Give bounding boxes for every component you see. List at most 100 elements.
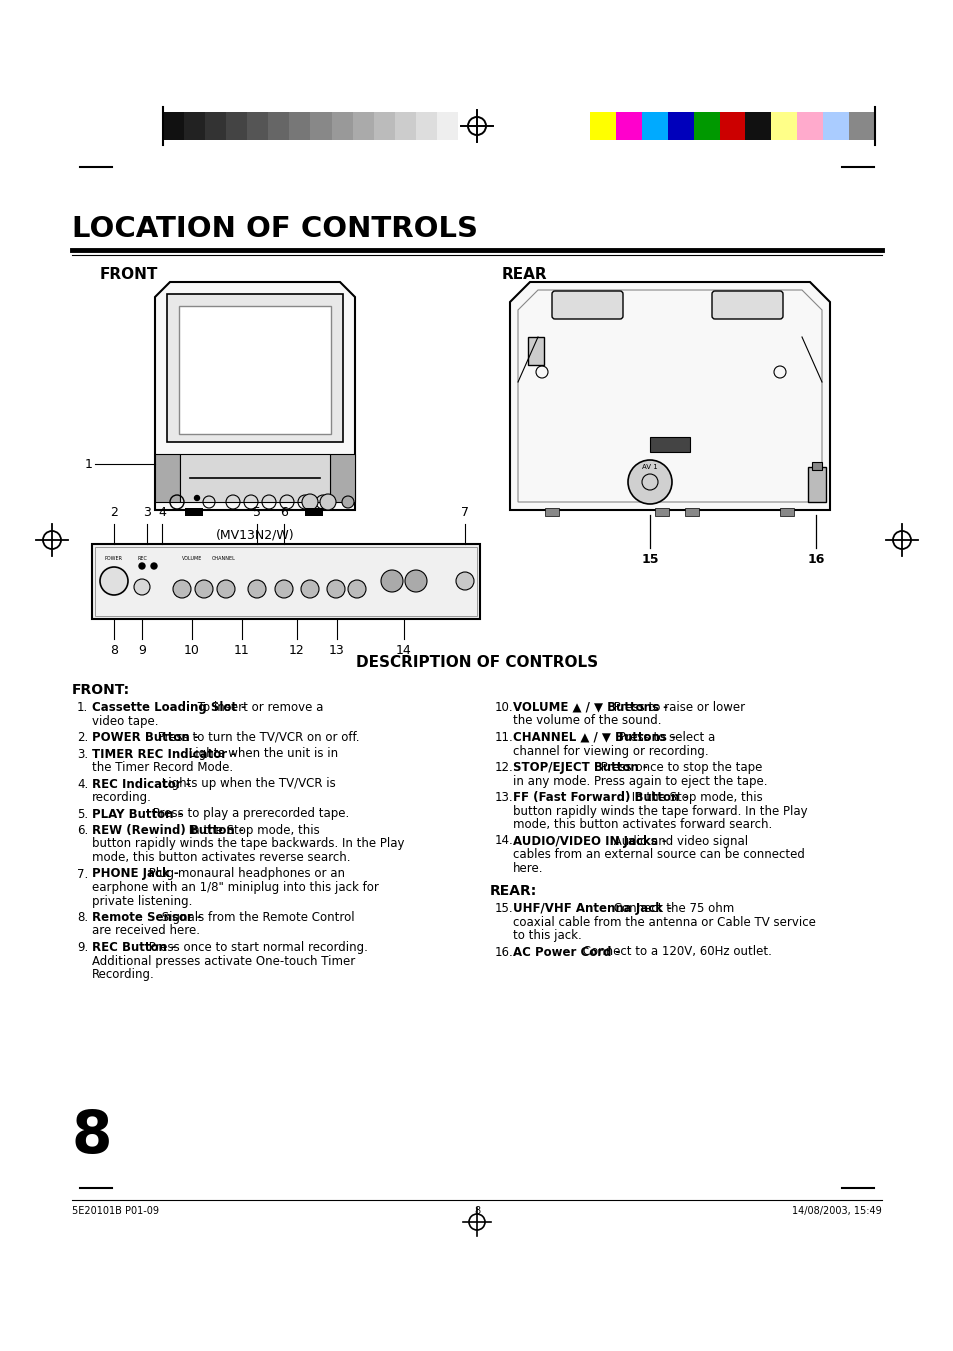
Text: DESCRIPTION OF CONTROLS: DESCRIPTION OF CONTROLS — [355, 655, 598, 670]
Text: 10: 10 — [184, 644, 200, 657]
Text: Press once to stop the tape: Press once to stop the tape — [597, 761, 761, 774]
Bar — [167, 295, 343, 442]
Text: 14.: 14. — [495, 835, 514, 847]
Text: Press to select a: Press to select a — [614, 731, 714, 744]
Text: button rapidly winds the tape backwards. In the Play: button rapidly winds the tape backwards.… — [91, 838, 404, 851]
Text: mode, this button activates forward search.: mode, this button activates forward sear… — [513, 817, 771, 831]
Text: coaxial cable from the antenna or Cable TV service: coaxial cable from the antenna or Cable … — [513, 916, 815, 928]
Circle shape — [133, 580, 150, 594]
Bar — [649, 436, 689, 453]
Text: the Timer Record Mode.: the Timer Record Mode. — [91, 761, 233, 774]
Bar — [719, 112, 744, 141]
Text: POWER: POWER — [105, 555, 123, 561]
Bar — [797, 112, 822, 141]
Text: CHANNEL ▲ / ▼ Buttons -: CHANNEL ▲ / ▼ Buttons - — [513, 731, 675, 744]
Circle shape — [302, 494, 317, 509]
Text: 4.: 4. — [77, 777, 89, 790]
Text: 9.: 9. — [77, 942, 89, 954]
Circle shape — [456, 571, 474, 590]
Circle shape — [301, 580, 318, 598]
Text: Lights when the unit is in: Lights when the unit is in — [185, 747, 337, 761]
Text: 1: 1 — [85, 458, 92, 470]
Text: Connect the 75 ohm: Connect the 75 ohm — [610, 902, 734, 915]
Circle shape — [100, 567, 128, 594]
Text: 11.: 11. — [495, 731, 514, 744]
Text: 14: 14 — [395, 644, 412, 657]
Text: video tape.: video tape. — [91, 715, 158, 727]
Text: In the Stop mode, this: In the Stop mode, this — [627, 790, 761, 804]
Text: Remote Sensor -: Remote Sensor - — [91, 911, 201, 924]
Bar — [332, 112, 353, 141]
Text: cables from an external source can be connected: cables from an external source can be co… — [513, 848, 804, 861]
Text: recording.: recording. — [91, 790, 152, 804]
Text: 16: 16 — [806, 553, 823, 566]
Bar — [655, 508, 668, 516]
Bar — [268, 112, 289, 141]
Text: 14/08/2003, 15:49: 14/08/2003, 15:49 — [791, 1206, 882, 1216]
Bar — [185, 508, 203, 516]
Text: Audio and video signal: Audio and video signal — [610, 835, 747, 847]
Bar — [811, 462, 821, 470]
Text: Press once to start normal recording.: Press once to start normal recording. — [145, 942, 368, 954]
Circle shape — [139, 563, 145, 569]
Text: Press to turn the TV/VCR on or off.: Press to turn the TV/VCR on or off. — [153, 731, 359, 744]
Text: AC Power Cord -: AC Power Cord - — [513, 946, 619, 958]
Text: Cassette Loading Slot -: Cassette Loading Slot - — [91, 701, 246, 713]
Text: VOLUME ▲ / ▼ Buttons -: VOLUME ▲ / ▼ Buttons - — [513, 701, 667, 713]
Bar — [179, 305, 331, 434]
Text: 16.: 16. — [495, 946, 514, 958]
Text: 2: 2 — [110, 507, 118, 519]
Text: (MV13N2/W): (MV13N2/W) — [215, 528, 294, 540]
PathPatch shape — [154, 282, 355, 509]
Text: PLAY Button -: PLAY Button - — [91, 808, 182, 820]
Bar — [395, 112, 416, 141]
Text: AV 1: AV 1 — [641, 463, 658, 470]
Text: 8: 8 — [110, 644, 118, 657]
Text: 7.: 7. — [77, 867, 89, 881]
Text: 8: 8 — [71, 1108, 112, 1165]
Circle shape — [194, 496, 199, 500]
Circle shape — [194, 580, 213, 598]
Text: POWER Button -: POWER Button - — [91, 731, 198, 744]
Text: the volume of the sound.: the volume of the sound. — [513, 715, 660, 727]
Bar — [616, 112, 641, 141]
Text: 8.: 8. — [77, 911, 88, 924]
Circle shape — [341, 496, 354, 508]
Text: 1.: 1. — [77, 701, 89, 713]
Text: CHANNEL: CHANNEL — [212, 555, 235, 561]
Text: 5.: 5. — [77, 808, 88, 820]
Text: VOLUME: VOLUME — [182, 555, 202, 561]
Text: 10.: 10. — [495, 701, 513, 713]
Circle shape — [405, 570, 427, 592]
Text: channel for viewing or recording.: channel for viewing or recording. — [513, 744, 708, 758]
Text: Signals from the Remote Control: Signals from the Remote Control — [158, 911, 355, 924]
Text: in any mode. Press again to eject the tape.: in any mode. Press again to eject the ta… — [513, 774, 767, 788]
Text: REAR:: REAR: — [490, 884, 537, 898]
Circle shape — [151, 563, 157, 569]
Text: UHF/VHF Antenna Jack -: UHF/VHF Antenna Jack - — [513, 902, 671, 915]
Circle shape — [327, 580, 345, 598]
Text: 6.: 6. — [77, 824, 89, 838]
Text: AUDIO/VIDEO IN Jacks -: AUDIO/VIDEO IN Jacks - — [513, 835, 666, 847]
Text: STOP/EJECT Button -: STOP/EJECT Button - — [513, 761, 647, 774]
Text: REC: REC — [137, 555, 147, 561]
Text: FRONT: FRONT — [100, 267, 158, 282]
Bar — [641, 112, 667, 141]
PathPatch shape — [510, 282, 829, 509]
Text: here.: here. — [513, 862, 543, 874]
Bar — [544, 508, 558, 516]
Text: 13: 13 — [329, 644, 345, 657]
Text: 4: 4 — [158, 507, 166, 519]
Text: 3: 3 — [143, 507, 151, 519]
Text: button rapidly winds the tape forward. In the Play: button rapidly winds the tape forward. I… — [513, 804, 807, 817]
Bar — [95, 547, 477, 616]
Circle shape — [348, 580, 366, 598]
Text: 5E20101B P01-09: 5E20101B P01-09 — [71, 1206, 159, 1216]
Text: FRONT:: FRONT: — [71, 684, 130, 697]
Bar — [589, 112, 616, 141]
Circle shape — [627, 459, 671, 504]
Bar — [780, 508, 793, 516]
Text: Additional presses activate One-touch Timer: Additional presses activate One-touch Ti… — [91, 955, 355, 967]
Text: 3.: 3. — [77, 747, 88, 761]
Bar — [205, 112, 226, 141]
